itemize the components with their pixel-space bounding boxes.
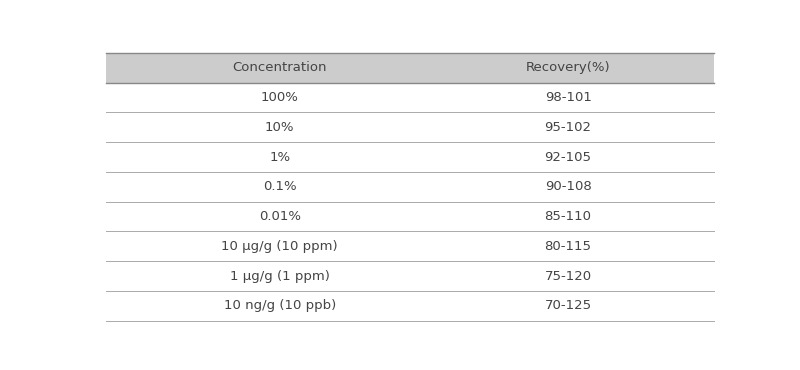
Bar — [106, 142, 714, 172]
Text: 0.1%: 0.1% — [263, 180, 297, 194]
Text: 70-125: 70-125 — [545, 299, 592, 312]
Bar — [106, 83, 714, 112]
Text: 90-108: 90-108 — [545, 180, 591, 194]
Text: 10 ng/g (10 ppb): 10 ng/g (10 ppb) — [224, 299, 336, 312]
Text: 98-101: 98-101 — [545, 91, 591, 104]
Text: Recovery(%): Recovery(%) — [526, 61, 610, 74]
Text: 92-105: 92-105 — [545, 151, 592, 164]
Bar — [106, 232, 714, 261]
Text: 0.01%: 0.01% — [258, 210, 301, 223]
Bar — [106, 53, 714, 83]
Text: 100%: 100% — [261, 91, 298, 104]
Text: 10 μg/g (10 ppm): 10 μg/g (10 ppm) — [222, 240, 338, 253]
Bar — [106, 172, 714, 202]
Text: 80-115: 80-115 — [545, 240, 592, 253]
Bar — [106, 202, 714, 232]
Text: 75-120: 75-120 — [545, 270, 592, 283]
Bar — [106, 291, 714, 321]
Text: 85-110: 85-110 — [545, 210, 592, 223]
Bar — [106, 261, 714, 291]
Text: Concentration: Concentration — [233, 61, 327, 74]
Text: 10%: 10% — [265, 121, 294, 134]
Bar — [106, 112, 714, 142]
Text: 1 μg/g (1 ppm): 1 μg/g (1 ppm) — [230, 270, 330, 283]
Text: 1%: 1% — [270, 151, 290, 164]
Text: 95-102: 95-102 — [545, 121, 592, 134]
